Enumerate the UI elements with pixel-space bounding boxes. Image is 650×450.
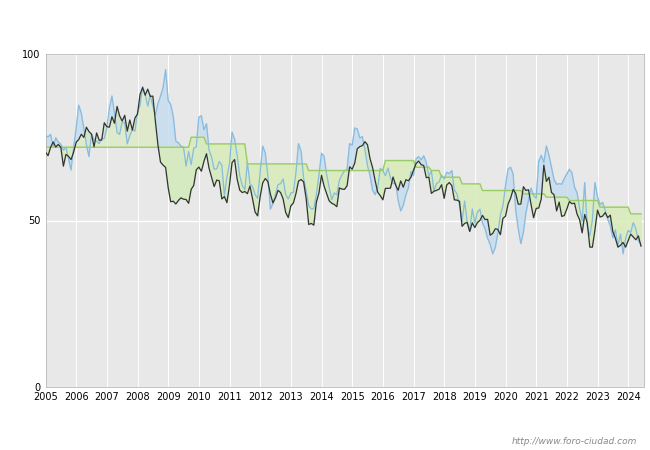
Text: Ventosa del Río Almar - Evolucion de la poblacion en edad de Trabajar Mayo de 20: Ventosa del Río Almar - Evolucion de la …	[88, 17, 562, 28]
Text: http://www.foro-ciudad.com: http://www.foro-ciudad.com	[512, 436, 637, 446]
